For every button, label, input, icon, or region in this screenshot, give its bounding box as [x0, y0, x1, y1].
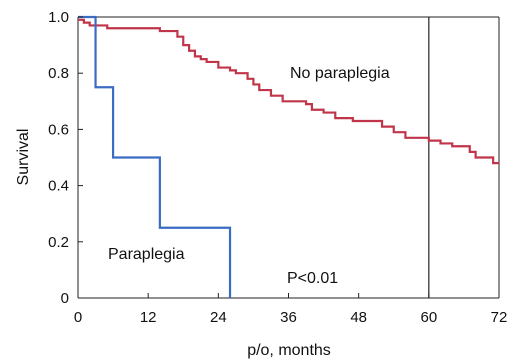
- y-tick-label: 0: [61, 290, 69, 307]
- series-line-paraplegia: [78, 15, 232, 298]
- label-paraplegia: Paraplegia: [108, 246, 185, 263]
- y-tick-label: 0.6: [48, 121, 69, 138]
- label-no-paraplegia: No paraplegia: [290, 65, 390, 82]
- y-tick-label: 1.0: [48, 9, 69, 26]
- x-tick-label: 48: [350, 309, 367, 326]
- x-tick-label: 24: [210, 309, 227, 326]
- p-value-label: P<0.01: [287, 270, 338, 287]
- x-tick-label: 0: [74, 309, 82, 326]
- x-tick-label: 60: [420, 309, 437, 326]
- y-tick-label: 0.4: [48, 178, 69, 195]
- x-axis-title: p/o, months: [247, 342, 331, 359]
- x-tick-label: 12: [140, 309, 157, 326]
- x-tick-label: 72: [491, 309, 508, 326]
- series-layer: [78, 15, 499, 298]
- series-line-no-paraplegia: [78, 18, 499, 165]
- y-axis-title: Survival: [15, 129, 32, 186]
- x-tick-label: 36: [280, 309, 297, 326]
- y-tick-label: 0.8: [48, 65, 69, 82]
- x-axis-ticks: 0 12 24 36 48 60 72: [74, 293, 508, 326]
- y-axis-ticks: 0 0.2 0.4 0.6 0.8 1.0: [48, 9, 83, 307]
- y-tick-label: 0.2: [48, 234, 69, 251]
